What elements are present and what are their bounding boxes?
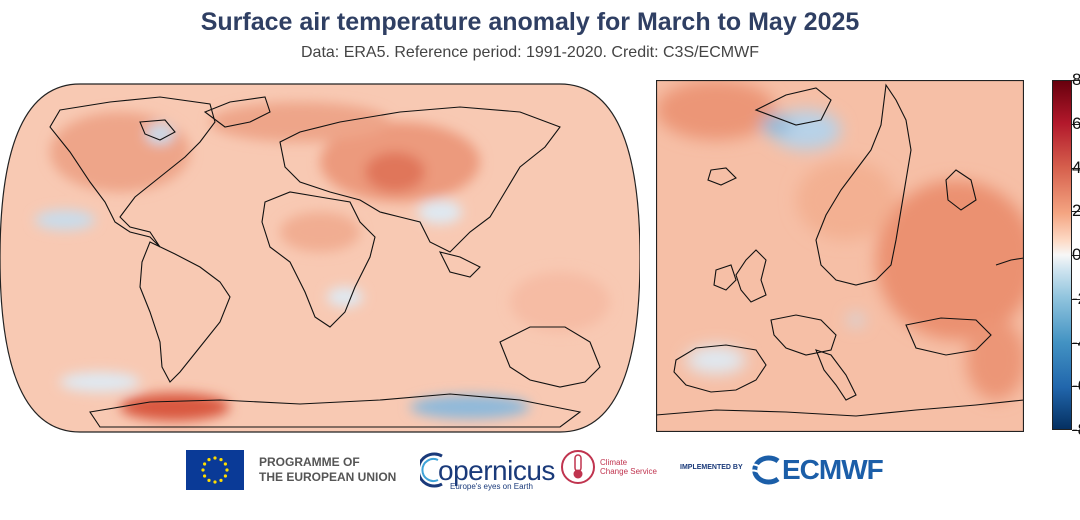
colorbar-tick-label: -4 xyxy=(1072,332,1080,352)
colorbar-tick xyxy=(1072,123,1080,125)
c3s-line1: Climate xyxy=(600,458,628,467)
colorbar-tick xyxy=(1072,167,1080,169)
europe-anomaly-map xyxy=(656,80,1024,432)
copernicus-tagline: Europe's eyes on Earth xyxy=(450,482,533,491)
c3s-line2: Change Service xyxy=(600,467,657,476)
colorbar-tick-label: -8 xyxy=(1072,420,1080,439)
colorbar-tick xyxy=(1072,80,1080,81)
eu-flag-icon xyxy=(186,450,244,490)
colorbar-tick-label: 6 xyxy=(1072,113,1080,133)
colorbar-tick-label: 8 xyxy=(1072,70,1080,89)
colorbar-tick-label: -2 xyxy=(1072,288,1080,308)
ecmwf-wordmark: ECMWF xyxy=(782,454,884,485)
europe-coastlines xyxy=(656,83,1024,417)
colorbar-tick-label: 0 xyxy=(1072,245,1080,264)
page-title: Surface air temperature anomaly for Marc… xyxy=(200,8,860,36)
colorbar xyxy=(1052,80,1072,430)
eu-text-line2: THE EUROPEAN UNION xyxy=(259,470,397,484)
colorbar-tick-label: 2 xyxy=(1072,201,1080,221)
ecmwf-logo-icon xyxy=(745,455,780,485)
colorbar-tick xyxy=(1072,255,1080,256)
world-anomaly-field xyxy=(35,102,610,421)
world-map-border xyxy=(0,83,640,433)
colorbar-tick-label: -6 xyxy=(1072,376,1080,396)
copernicus-wordmark: opernicus xyxy=(438,455,555,486)
colorbar-tick xyxy=(1072,211,1080,213)
europe-map-border xyxy=(656,80,1024,432)
world-anomaly-map xyxy=(0,83,640,433)
eu-text-line1: PROGRAMME OF xyxy=(259,455,360,469)
page-subtitle: Data: ERA5. Reference period: 1991-2020.… xyxy=(301,44,759,61)
world-coastlines xyxy=(49,96,601,428)
europe-anomaly-field xyxy=(656,80,1024,400)
colorbar-tick xyxy=(1072,342,1080,344)
thermometer-icon xyxy=(561,450,595,484)
colorbar-tick-label: 4 xyxy=(1072,157,1080,177)
eu-programme-text: PROGRAMME OF THE EUROPEAN UNION xyxy=(259,455,396,485)
implemented-by-label: IMPLEMENTED BY xyxy=(680,464,743,471)
colorbar-tick xyxy=(1072,386,1080,388)
colorbar-tick xyxy=(1072,430,1080,431)
c3s-text: Climate Change Service xyxy=(600,458,657,476)
colorbar-tick xyxy=(1072,298,1080,300)
logo-strip: PROGRAMME OF THE EUROPEAN UNION opernicu… xyxy=(0,446,1080,496)
copernicus-c-icon xyxy=(420,452,443,488)
